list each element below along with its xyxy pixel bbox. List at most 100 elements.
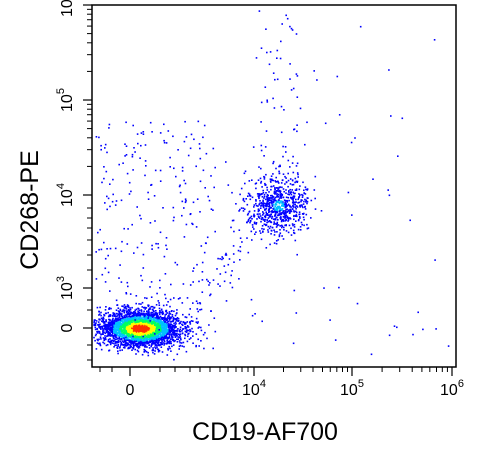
scatter-point bbox=[268, 204, 271, 206]
scatter-point bbox=[196, 302, 199, 305]
scatter-point bbox=[116, 334, 118, 336]
scatter-point bbox=[143, 341, 145, 344]
scatter-point bbox=[94, 339, 96, 342]
scatter-point bbox=[125, 308, 128, 310]
scatter-point bbox=[185, 350, 188, 353]
scatter-point bbox=[164, 335, 166, 337]
scatter-point bbox=[141, 336, 144, 339]
scatter-point bbox=[165, 331, 168, 334]
scatter-point bbox=[272, 218, 275, 220]
scatter-point bbox=[143, 306, 145, 309]
scatter-point bbox=[134, 319, 136, 321]
scatter-point bbox=[274, 187, 276, 189]
scatter-point bbox=[297, 198, 299, 201]
scatter-point bbox=[126, 344, 128, 347]
scatter-point bbox=[273, 242, 276, 244]
scatter-point bbox=[119, 319, 122, 321]
scatter-point bbox=[294, 192, 296, 195]
scatter-point bbox=[295, 214, 298, 216]
scatter-point bbox=[305, 213, 308, 216]
scatter-point bbox=[107, 311, 109, 314]
scatter-point bbox=[113, 326, 116, 328]
scatter-point bbox=[306, 227, 309, 230]
scatter-point bbox=[108, 324, 111, 327]
scatter-point bbox=[107, 197, 110, 200]
scatter-point bbox=[111, 330, 113, 333]
scatter-point bbox=[142, 315, 145, 318]
scatter-point bbox=[266, 193, 269, 196]
scatter-point bbox=[285, 151, 287, 153]
scatter-point bbox=[264, 146, 267, 148]
scatter-point bbox=[284, 203, 287, 205]
scatter-point bbox=[103, 313, 105, 316]
scatter-point bbox=[151, 323, 153, 325]
scatter-point bbox=[136, 325, 139, 328]
scatter-point bbox=[99, 325, 102, 328]
scatter-point bbox=[114, 247, 117, 250]
scatter-point bbox=[162, 323, 165, 325]
scatter-point bbox=[276, 49, 279, 52]
scatter-point bbox=[279, 165, 281, 168]
scatter-point bbox=[161, 340, 163, 343]
scatter-point bbox=[95, 333, 97, 336]
scatter-point bbox=[210, 310, 212, 312]
scatter-point bbox=[160, 323, 162, 326]
scatter-point bbox=[223, 280, 226, 283]
scatter-point bbox=[130, 329, 132, 332]
scatter-point bbox=[118, 321, 121, 324]
scatter-point bbox=[170, 323, 172, 326]
scatter-point bbox=[186, 340, 189, 343]
scatter-point bbox=[251, 218, 253, 220]
scatter-point bbox=[290, 198, 293, 200]
scatter-point bbox=[126, 317, 128, 320]
scatter-point bbox=[293, 231, 295, 234]
scatter-point bbox=[128, 340, 131, 343]
scatter-point bbox=[135, 295, 138, 297]
scatter-point bbox=[182, 324, 184, 326]
scatter-point bbox=[115, 326, 118, 329]
scatter-point bbox=[171, 328, 174, 330]
scatter-point bbox=[162, 336, 164, 339]
scatter-point bbox=[281, 212, 284, 214]
scatter-point bbox=[303, 192, 305, 194]
scatter-point bbox=[159, 231, 162, 234]
scatter-point bbox=[143, 322, 146, 325]
scatter-point bbox=[198, 280, 200, 283]
scatter-point bbox=[151, 131, 153, 133]
scatter-point bbox=[165, 319, 167, 322]
scatter-point bbox=[124, 320, 126, 322]
scatter-point bbox=[275, 203, 278, 206]
scatter-point bbox=[286, 208, 288, 210]
scatter-point bbox=[130, 323, 133, 326]
scatter-point bbox=[295, 211, 298, 214]
scatter-point bbox=[110, 339, 112, 342]
scatter-point bbox=[169, 313, 172, 315]
scatter-point bbox=[274, 180, 276, 182]
scatter-point bbox=[125, 336, 127, 339]
scatter-point bbox=[271, 205, 274, 207]
scatter-point bbox=[128, 318, 130, 321]
scatter-point bbox=[225, 300, 228, 302]
scatter-point bbox=[275, 176, 277, 179]
scatter-point bbox=[117, 310, 120, 312]
scatter-point bbox=[125, 335, 127, 337]
scatter-point bbox=[159, 336, 162, 339]
scatter-point bbox=[121, 323, 124, 326]
scatter-point bbox=[143, 340, 146, 342]
scatter-point bbox=[275, 242, 278, 245]
scatter-point bbox=[269, 180, 272, 182]
scatter-point bbox=[182, 328, 185, 330]
scatter-point bbox=[178, 345, 181, 348]
scatter-point bbox=[280, 197, 283, 199]
scatter-point bbox=[146, 336, 149, 338]
scatter-point bbox=[158, 329, 160, 331]
scatter-point bbox=[278, 199, 280, 201]
scatter-point bbox=[134, 312, 137, 315]
scatter-point bbox=[302, 181, 304, 184]
scatter-point bbox=[287, 159, 290, 162]
scatter-point bbox=[119, 309, 122, 312]
scatter-point bbox=[169, 331, 172, 333]
scatter-point bbox=[169, 305, 171, 308]
scatter-point bbox=[287, 185, 289, 188]
scatter-point bbox=[272, 208, 275, 210]
